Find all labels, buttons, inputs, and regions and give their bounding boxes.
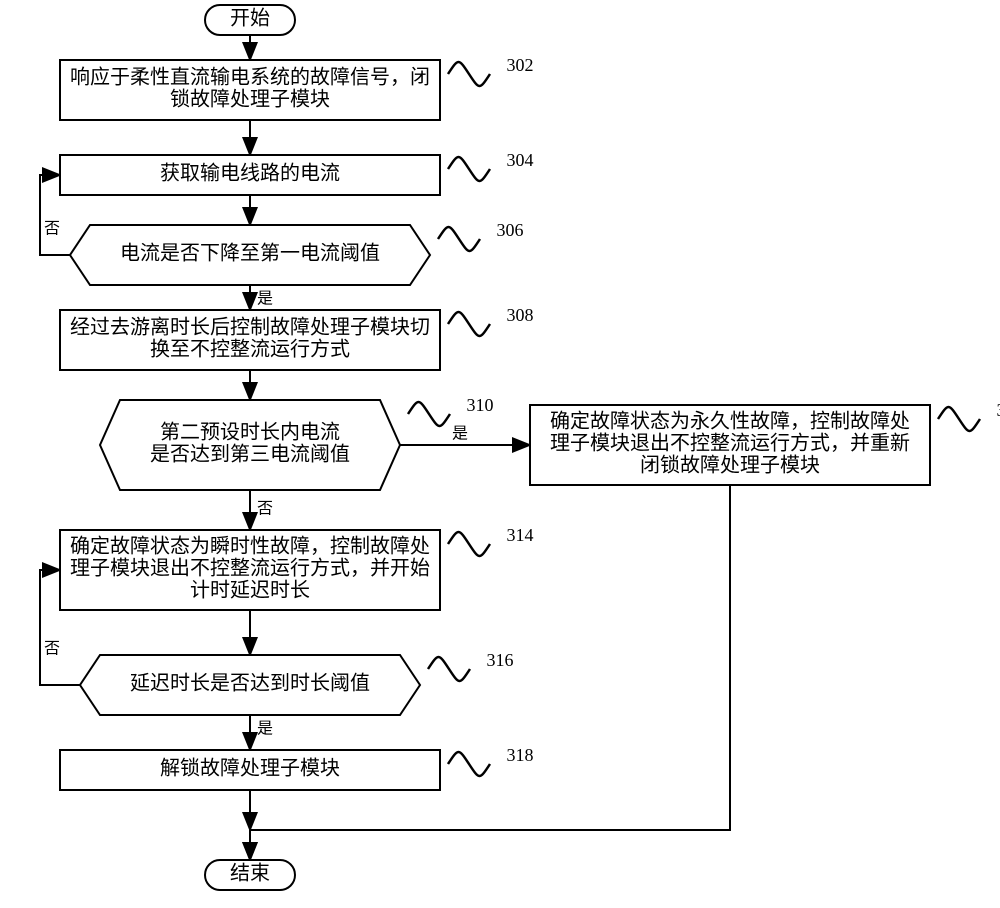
node-n318: 解锁故障处理子模块 318 (60, 745, 534, 790)
step-squiggle (448, 157, 490, 181)
node-text: 换至不控整流运行方式 (150, 338, 350, 361)
node-n308: 经过去游离时长后控制故障处理子模块切换至不控整流运行方式 308 (60, 305, 534, 370)
node-text: 锁故障处理子模块 (170, 88, 330, 111)
step-label: 310 (467, 395, 494, 415)
step-squiggle (438, 227, 480, 251)
step-squiggle (448, 312, 490, 336)
node-n316: 延迟时长是否达到时长阈值 316 (80, 650, 514, 715)
edge-label: 否 (44, 641, 60, 658)
node-n310: 第二预设时长内电流是否达到第三电流阈值 310 (100, 395, 494, 490)
node-text: 理子模块退出不控整流运行方式，并开始 (70, 557, 430, 580)
node-start: 开始 (205, 5, 295, 35)
step-squiggle (938, 407, 980, 431)
node-n302: 响应于柔性直流输电系统的故障信号，闭锁故障处理子模块 302 (60, 55, 534, 120)
node-end: 结束 (205, 860, 295, 890)
edge-label: 否 (257, 501, 273, 518)
node-text: 开始 (230, 7, 270, 30)
edge-label: 是 (257, 291, 273, 308)
node-text: 电流是否下降至第一电流阈值 (120, 242, 380, 265)
step-label: 304 (507, 150, 534, 170)
step-squiggle (448, 62, 490, 86)
step-squiggle (428, 657, 470, 681)
node-text: 结束 (230, 862, 270, 885)
step-label: 302 (507, 55, 534, 75)
edge-label: 是 (257, 721, 273, 738)
step-label: 318 (507, 745, 534, 765)
node-n312: 确定故障状态为永久性故障，控制故障处理子模块退出不控整流运行方式，并重新闭锁故障… (530, 400, 1000, 485)
edge-label: 否 (44, 221, 60, 238)
step-label: 316 (487, 650, 514, 670)
step-label: 308 (507, 305, 534, 325)
node-n306: 电流是否下降至第一电流阈值 306 (70, 220, 524, 285)
edge-label: 是 (452, 426, 468, 443)
node-text: 理子模块退出不控整流运行方式，并重新 (550, 432, 910, 455)
node-text: 确定故障状态为永久性故障，控制故障处 (550, 410, 910, 433)
node-text: 获取输电线路的电流 (160, 162, 340, 185)
node-text: 第二预设时长内电流 (160, 421, 340, 444)
node-text: 延迟时长是否达到时长阈值 (130, 672, 370, 695)
step-squiggle (448, 752, 490, 776)
step-label: 314 (507, 525, 534, 545)
nodes-layer: 开始响应于柔性直流输电系统的故障信号，闭锁故障处理子模块 302 获取输电线路的电流… (60, 5, 1000, 890)
node-n304: 获取输电线路的电流 304 (60, 150, 534, 195)
node-text: 响应于柔性直流输电系统的故障信号，闭 (70, 66, 430, 89)
step-label: 306 (497, 220, 524, 240)
node-text: 计时延迟时长 (190, 579, 310, 602)
step-squiggle (448, 532, 490, 556)
step-squiggle (408, 402, 450, 426)
node-n314: 确定故障状态为瞬时性故障，控制故障处理子模块退出不控整流运行方式，并开始计时延迟… (60, 525, 534, 610)
node-text: 确定故障状态为瞬时性故障，控制故障处 (70, 535, 430, 558)
flowchart-canvas: 是否否是是否开始响应于柔性直流输电系统的故障信号，闭锁故障处理子模块302获取输… (0, 0, 1000, 908)
node-text: 经过去游离时长后控制故障处理子模块切 (70, 316, 430, 339)
node-text: 闭锁故障处理子模块 (640, 454, 820, 477)
node-text: 是否达到第三电流阈值 (150, 443, 350, 466)
step-label: 312 (997, 400, 1000, 420)
node-text: 解锁故障处理子模块 (160, 757, 340, 780)
